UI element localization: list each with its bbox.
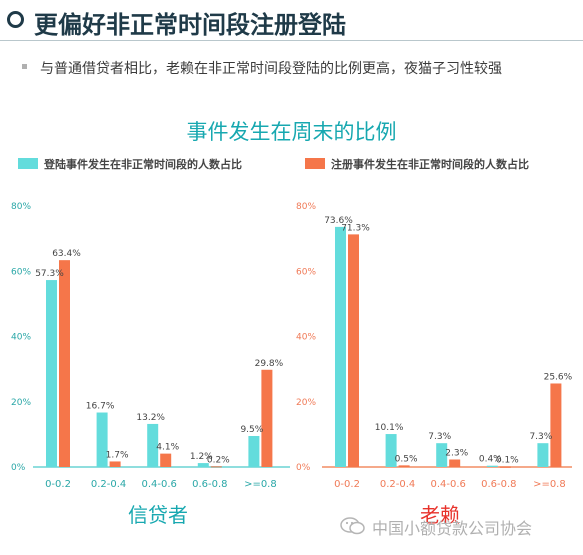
data-label-login: 0.4% <box>479 455 502 465</box>
y-tick-label: 60% <box>296 267 316 277</box>
data-label-login: 7.3% <box>428 432 451 442</box>
y-tick-label: 0% <box>296 463 311 473</box>
legend-label-login: 登陆事件发生在非正常时间段的人数占比 <box>44 158 242 171</box>
y-tick-label: 80% <box>11 202 31 212</box>
bar-login <box>46 280 57 467</box>
category-label: 0-0.2 <box>334 479 360 490</box>
data-label-login: 7.3% <box>529 432 552 442</box>
data-label-login: 73.6% <box>324 216 353 226</box>
legend-swatch-register <box>305 158 325 169</box>
y-tick-label: 80% <box>296 202 316 212</box>
category-label: 0.6-0.8 <box>481 479 516 490</box>
data-label-login: 16.7% <box>86 402 115 412</box>
data-label-login: 1.2% <box>190 452 213 462</box>
watermark: 中国小额贷款公司协会 <box>372 519 533 538</box>
subtitle: 与普通借贷者相比，老赖在非正常时间段登陆的比例更高，夜猫子习性较强 <box>40 61 502 77</box>
legend-swatch-login <box>18 158 38 169</box>
data-label-login: 13.2% <box>136 413 165 423</box>
bar-register <box>59 260 70 467</box>
category-label: >=0.8 <box>244 479 277 490</box>
legend-label-register: 注册事件发生在非正常时间段的人数占比 <box>331 158 529 171</box>
group-label: 老赖 <box>420 503 460 527</box>
data-label-register: 1.7% <box>106 450 129 460</box>
category-label: 0.6-0.8 <box>192 479 227 490</box>
bar-login <box>248 436 260 467</box>
circle-bullet-icon <box>7 11 24 28</box>
data-label-register: 0.5% <box>395 454 418 464</box>
category-label: 0.2-0.4 <box>380 479 415 490</box>
bar-register <box>261 369 273 467</box>
data-label-register: 25.6% <box>544 372 573 382</box>
data-label-login: 9.5% <box>240 425 263 435</box>
header: 更偏好非正常时间段注册登陆 <box>0 0 583 50</box>
data-label-register: 71.3% <box>341 223 370 233</box>
page-title: 更偏好非正常时间段注册登陆 <box>34 11 346 39</box>
bar-register <box>449 459 461 467</box>
square-bullet-icon <box>22 64 27 69</box>
legend-item-register: 注册事件发生在非正常时间段的人数占比 <box>305 156 529 172</box>
header-divider <box>0 40 583 41</box>
chart-title: 事件发生在周末的比例 <box>186 120 397 144</box>
data-label-login: 10.1% <box>375 423 404 433</box>
y-tick-label: 60% <box>11 267 31 277</box>
category-label: 0.2-0.4 <box>91 479 126 490</box>
bar-login <box>486 465 498 467</box>
bar-login <box>147 423 159 467</box>
data-label-register: 63.4% <box>52 249 81 259</box>
y-tick-label: 40% <box>296 333 316 343</box>
wechat-icon <box>340 517 365 535</box>
y-tick-label: 20% <box>296 398 316 408</box>
bar-register <box>398 465 410 467</box>
bar-login <box>335 226 346 467</box>
category-label: 0.4-0.6 <box>430 479 465 490</box>
category-label: >=0.8 <box>533 479 566 490</box>
data-label-register: 0.2% <box>207 455 230 465</box>
data-label-register: 4.1% <box>156 443 179 453</box>
bar-register <box>210 466 222 468</box>
data-label-register: 0.1% <box>496 456 519 466</box>
bar-register <box>348 234 359 467</box>
bar-register <box>499 466 511 468</box>
bar-register <box>109 461 121 467</box>
bar-login <box>436 443 448 467</box>
legend-item-login: 登陆事件发生在非正常时间段的人数占比 <box>18 156 242 172</box>
bar-register <box>160 453 172 467</box>
y-tick-label: 20% <box>11 398 31 408</box>
y-tick-label: 40% <box>11 333 31 343</box>
category-label: 0.4-0.6 <box>141 479 176 490</box>
data-label-login: 57.3% <box>35 269 64 279</box>
bar-login <box>385 434 397 467</box>
bar-login <box>96 412 108 467</box>
data-label-register: 29.8% <box>255 359 284 369</box>
bar-login <box>197 463 209 467</box>
bar-register <box>550 383 562 467</box>
data-label-register: 2.3% <box>445 448 468 458</box>
category-label: 0-0.2 <box>45 479 71 490</box>
group-label: 信贷者 <box>128 503 188 527</box>
y-tick-label: 0% <box>11 463 26 473</box>
bar-login <box>537 443 549 467</box>
